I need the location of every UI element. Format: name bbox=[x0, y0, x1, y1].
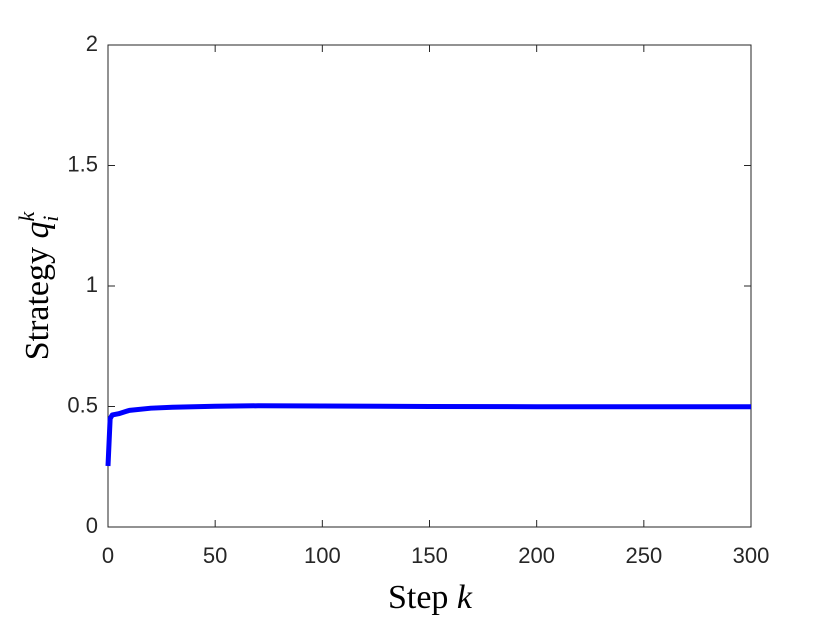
y-tick-label: 1.5 bbox=[67, 151, 98, 176]
x-tick-label: 150 bbox=[411, 543, 448, 568]
x-tick-label: 100 bbox=[304, 543, 341, 568]
x-tick-label: 300 bbox=[733, 543, 770, 568]
y-axis-label: Strategy qki bbox=[14, 210, 63, 360]
plot-frame bbox=[107, 44, 752, 528]
line-series bbox=[105, 403, 751, 467]
x-tick-label: 250 bbox=[625, 543, 662, 568]
x-tick-label: 0 bbox=[102, 543, 114, 568]
x-tick-label: 200 bbox=[518, 543, 555, 568]
x-axis-label: Step k bbox=[388, 579, 473, 616]
y-tick-label: 0 bbox=[86, 513, 98, 538]
y-tick-label: 0.5 bbox=[67, 392, 98, 417]
x-tick-label: 50 bbox=[203, 543, 227, 568]
y-tick-label: 2 bbox=[86, 31, 98, 56]
y-tick-label: 1 bbox=[86, 272, 98, 297]
